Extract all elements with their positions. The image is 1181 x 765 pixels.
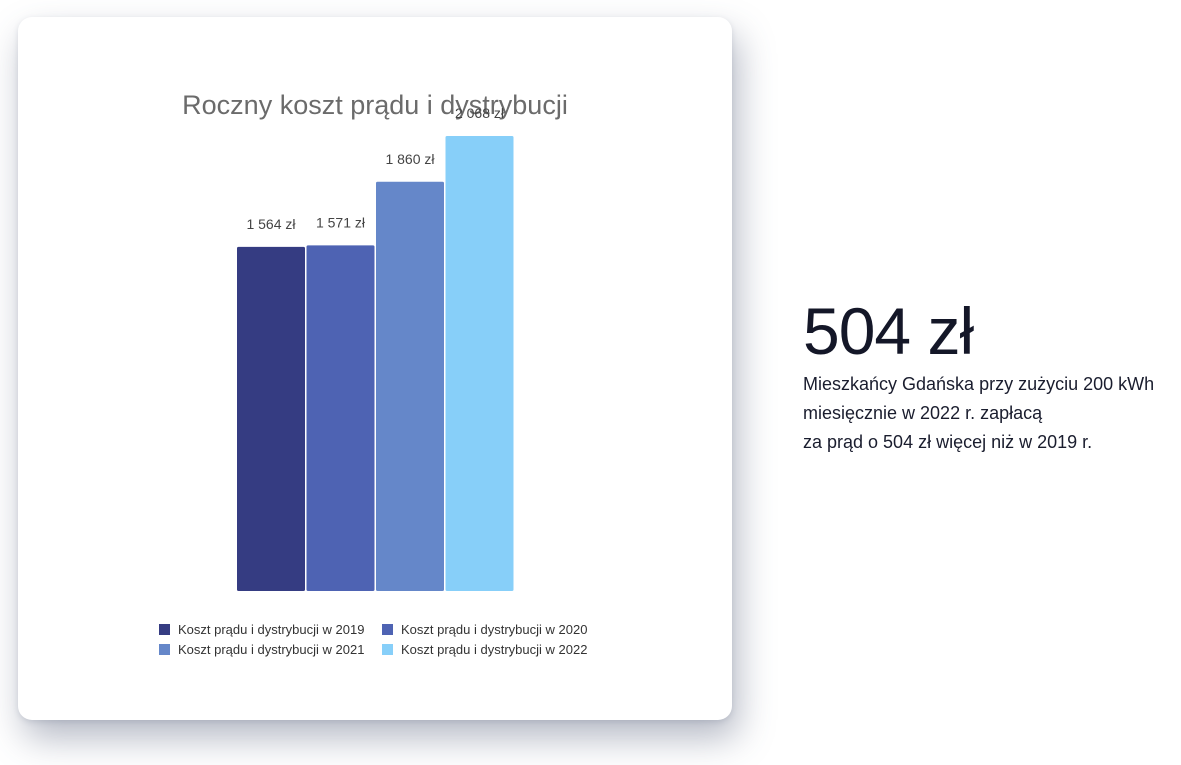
legend-item-2021[interactable]: Koszt prądu i dystrybucji w 2021: [159, 641, 382, 657]
highlight-line: Mieszkańcy Gdańska przy zużyciu 200 kWh: [803, 374, 1155, 394]
highlight-value: 504 zł: [803, 294, 974, 368]
bar-2021[interactable]: [376, 181, 444, 592]
highlight-line: za prąd o 504 zł więcej niż w 2019 r.: [803, 432, 1093, 452]
legend-item-2022[interactable]: Koszt prądu i dystrybucji w 2022: [382, 641, 588, 657]
legend-swatch: [159, 623, 170, 635]
highlight-description: Mieszkańcy Gdańska przy zużyciu 200 kWh …: [803, 370, 1181, 457]
bar-chart: 1 564 zł 1 571 zł 1 860 zł 2 068 zł: [237, 105, 514, 592]
chart-card: Roczny koszt prądu i dystrybucji 1 564 z…: [18, 17, 732, 720]
legend-label: Koszt prądu i dystrybucji w 2019: [178, 621, 365, 637]
bar-value-label: 1 571 zł: [316, 214, 366, 230]
bar-2022[interactable]: [445, 136, 514, 591]
chart-title: Roczny koszt prądu i dystrybucji: [182, 90, 568, 120]
legend-item-2019[interactable]: Koszt prądu i dystrybucji w 2019: [159, 621, 382, 637]
legend-label: Koszt prądu i dystrybucji w 2022: [401, 641, 588, 657]
highlight-stat: 504 zł Mieszkańcy Gdańska przy zużyciu 2…: [803, 292, 1181, 457]
chart-legend: Koszt prądu i dystrybucji w 2019 Koszt p…: [159, 621, 588, 657]
legend-label: Koszt prądu i dystrybucji w 2021: [178, 641, 365, 657]
legend-swatch: [382, 623, 393, 635]
bar-value-label: 1 564 zł: [246, 216, 296, 232]
legend-swatch: [382, 643, 393, 655]
bar-2020[interactable]: [306, 245, 375, 591]
highlight-line: miesięcznie w 2022 r. zapłacą: [803, 403, 1043, 423]
bar-2019[interactable]: [237, 246, 305, 592]
legend-label: Koszt prądu i dystrybucji w 2020: [401, 621, 588, 637]
legend-item-2020[interactable]: Koszt prądu i dystrybucji w 2020: [382, 621, 588, 637]
bar-value-label: 2 068 zł: [455, 105, 505, 121]
legend-swatch: [159, 643, 170, 655]
bar-value-label: 1 860 zł: [385, 151, 435, 167]
